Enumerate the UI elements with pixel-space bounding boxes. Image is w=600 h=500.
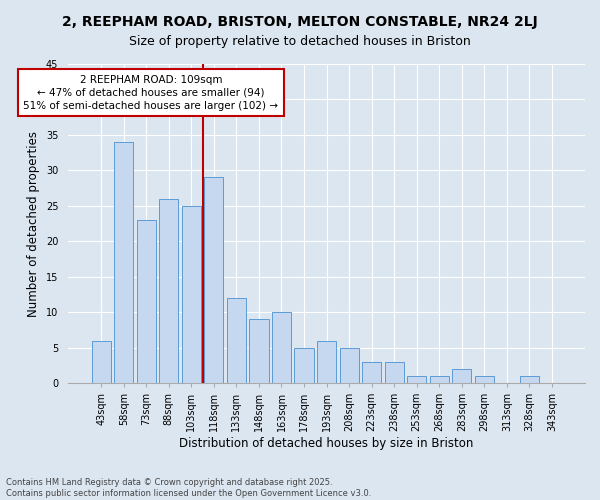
Bar <box>182 206 201 383</box>
Bar <box>407 376 426 383</box>
Bar <box>205 178 223 383</box>
Bar <box>317 340 336 383</box>
Bar <box>362 362 381 383</box>
Bar <box>227 298 246 383</box>
Bar <box>475 376 494 383</box>
Text: 2 REEPHAM ROAD: 109sqm
← 47% of detached houses are smaller (94)
51% of semi-det: 2 REEPHAM ROAD: 109sqm ← 47% of detached… <box>23 74 278 111</box>
Y-axis label: Number of detached properties: Number of detached properties <box>28 130 40 316</box>
Text: Contains HM Land Registry data © Crown copyright and database right 2025.
Contai: Contains HM Land Registry data © Crown c… <box>6 478 371 498</box>
Bar <box>340 348 359 383</box>
Bar <box>114 142 133 383</box>
Text: Size of property relative to detached houses in Briston: Size of property relative to detached ho… <box>129 35 471 48</box>
X-axis label: Distribution of detached houses by size in Briston: Distribution of detached houses by size … <box>179 437 474 450</box>
Bar <box>295 348 314 383</box>
Bar <box>385 362 404 383</box>
Bar <box>137 220 156 383</box>
Bar <box>159 198 178 383</box>
Bar <box>272 312 291 383</box>
Bar <box>520 376 539 383</box>
Bar <box>92 340 111 383</box>
Bar <box>430 376 449 383</box>
Bar <box>452 369 472 383</box>
Text: 2, REEPHAM ROAD, BRISTON, MELTON CONSTABLE, NR24 2LJ: 2, REEPHAM ROAD, BRISTON, MELTON CONSTAB… <box>62 15 538 29</box>
Bar <box>250 319 269 383</box>
